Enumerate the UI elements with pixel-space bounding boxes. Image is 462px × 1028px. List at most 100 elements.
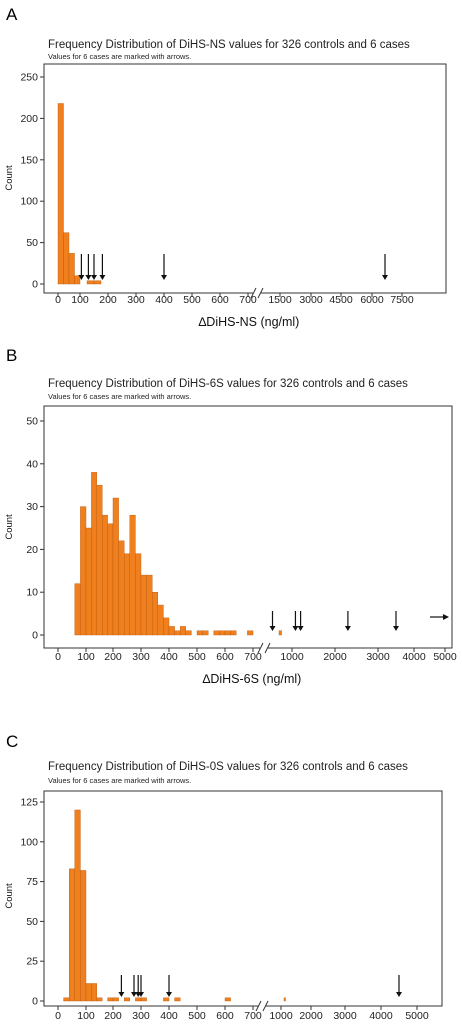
histogram-bar [230, 630, 237, 636]
histogram-bar [278, 630, 282, 636]
histogram-bar [129, 514, 136, 636]
histogram-bar [219, 630, 226, 636]
x-tick-label: 500 [183, 294, 201, 306]
y-tick-label: 10 [26, 587, 38, 599]
y-tick-label: 125 [20, 797, 38, 809]
case-arrow-head [396, 992, 402, 997]
chart-subtitle: Values for 6 cases are marked with arrow… [48, 776, 191, 785]
x-tick-label: 3000 [366, 651, 390, 663]
y-axis-label: Count [4, 514, 15, 540]
case-arrow-head [78, 275, 85, 280]
y-tick-label: 100 [20, 196, 38, 208]
histogram-bar [118, 540, 125, 636]
y-tick-label: 25 [26, 956, 38, 968]
x-tick-label: 200 [104, 1010, 122, 1022]
histogram-bar [185, 630, 192, 636]
axis-break-mark [250, 287, 257, 299]
x-tick-label: 300 [132, 651, 150, 663]
y-tick-label: 75 [26, 876, 38, 888]
histogram-bar [80, 506, 87, 636]
plot-frame [43, 63, 447, 294]
panel-c: C Frequency Distribution of DiHS-0S value… [4, 732, 443, 1022]
histogram-bar [63, 997, 70, 1002]
histogram-bar [151, 592, 158, 636]
axis-break-mark [264, 642, 271, 654]
offscale-arrow-head [443, 614, 449, 620]
x-tick-label: 300 [132, 1010, 150, 1022]
histogram-bar [179, 626, 186, 636]
case-arrow-head [382, 275, 388, 280]
y-axis-label: Count [4, 165, 15, 191]
histogram-bar [91, 472, 98, 636]
plot-frame [43, 790, 443, 1007]
histogram-bar [96, 997, 103, 1002]
x-axis-label: ∆DiHS-NS (ng/ml) [199, 315, 300, 329]
x-tick-label: 3000 [299, 294, 323, 306]
histogram-bar [135, 997, 142, 1002]
x-tick-label: 600 [216, 651, 234, 663]
histogram-bar [163, 997, 170, 1002]
x-tick-label: 1500 [268, 294, 292, 306]
histogram-bar [96, 485, 103, 636]
histogram-bar [63, 232, 70, 285]
x-tick-label: 600 [211, 294, 229, 306]
chart-title: Frequency Distribution of DiHS-6S values… [48, 378, 408, 390]
histogram-bar [283, 997, 286, 1002]
y-tick-label: 100 [20, 836, 38, 848]
y-tick-label: 250 [20, 72, 38, 84]
histogram-bar [74, 583, 81, 636]
x-tick-label: 400 [160, 651, 178, 663]
y-tick-label: 40 [26, 458, 38, 470]
histogram-bar [123, 553, 130, 636]
histogram-bar [163, 617, 170, 636]
y-tick-label: 50 [26, 237, 38, 249]
histogram-bar [146, 574, 153, 636]
y-tick-label: 0 [32, 630, 38, 642]
axis-break-mark [257, 642, 264, 654]
x-tick-label: 4000 [369, 1010, 393, 1022]
histogram-bar [112, 497, 119, 636]
case-arrow-head [297, 626, 304, 631]
y-tick-label: 200 [20, 113, 38, 125]
case-arrow-head [85, 275, 92, 280]
histogram-bar [157, 604, 164, 636]
x-tick-label: 700 [244, 1010, 262, 1022]
axis-break-gap [253, 291, 261, 295]
axis-break-gap [260, 646, 268, 650]
case-arrow-head [269, 626, 276, 631]
x-tick-label: 0 [55, 1010, 61, 1022]
histogram-bar [174, 997, 181, 1002]
y-tick-label: 0 [32, 996, 38, 1008]
x-tick-label: 400 [155, 294, 173, 306]
x-tick-label: 5000 [405, 1010, 429, 1022]
chart-subtitle: Values for 6 cases are marked with arrow… [48, 52, 191, 61]
x-tick-label: 500 [188, 651, 206, 663]
y-axis-label: Count [4, 883, 15, 909]
x-tick-label: 200 [104, 651, 122, 663]
axis-break-gap [258, 1004, 266, 1008]
chart-title: Frequency Distribution of DiHS-NS values… [48, 39, 410, 51]
histogram-bar [85, 527, 92, 636]
x-tick-label: 100 [77, 651, 95, 663]
y-tick-label: 50 [26, 416, 38, 428]
histogram-bar [74, 809, 81, 1002]
x-tick-label: 500 [188, 1010, 206, 1022]
histogram-bar [123, 997, 130, 1002]
histogram-bar [196, 630, 203, 636]
x-axis-label: ∆DiHS-6S (ng/ml) [203, 672, 302, 686]
histogram-bar [80, 870, 87, 1002]
case-arrow-head [131, 992, 137, 997]
histogram-bar [91, 983, 98, 1002]
histogram-bar [140, 997, 147, 1002]
y-tick-label: 20 [26, 544, 38, 556]
case-arrow-head [138, 992, 144, 997]
histogram-bar [93, 280, 102, 285]
histogram-bar [247, 630, 254, 636]
axis-break-mark [257, 287, 264, 299]
plot-frame [43, 405, 453, 649]
x-tick-label: 1000 [280, 651, 304, 663]
x-tick-label: 300 [127, 294, 145, 306]
panel-letter: A [6, 5, 18, 24]
axis-break-mark [255, 1000, 262, 1012]
